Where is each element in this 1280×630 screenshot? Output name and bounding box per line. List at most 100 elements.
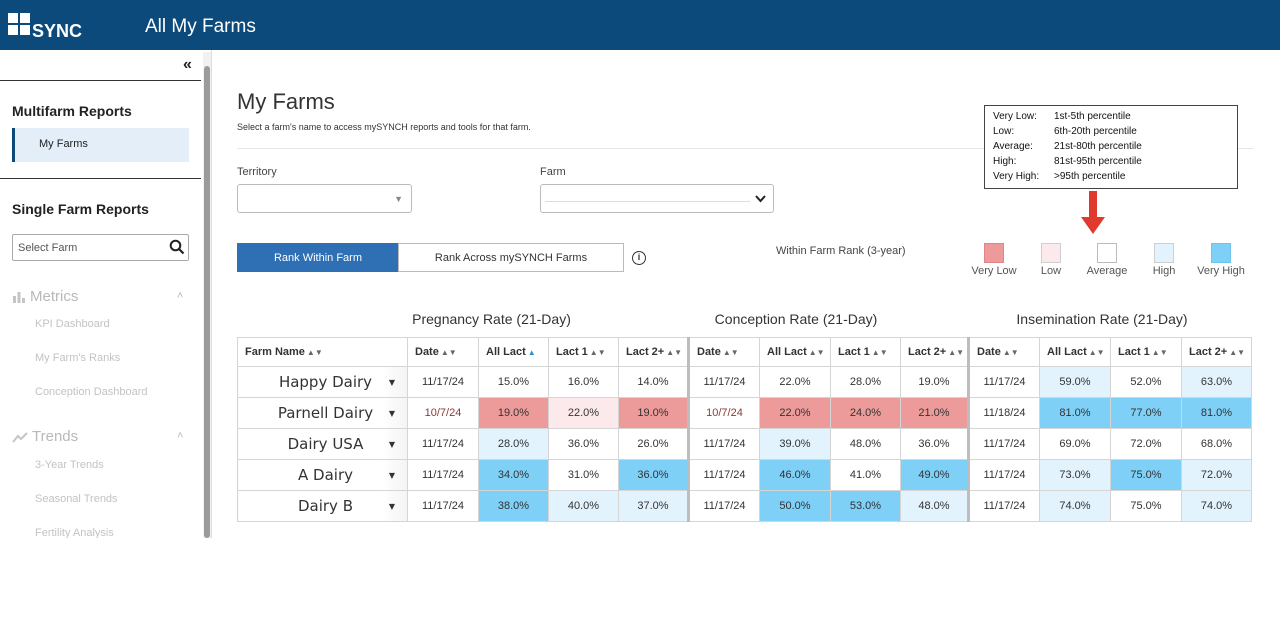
sidebar-item-farm-ranks[interactable]: My Farm's Ranks — [35, 352, 121, 364]
column-header-date[interactable]: Date ▲▼ — [967, 337, 1040, 367]
sidebar-item-3-year-trends[interactable]: 3-Year Trends — [35, 459, 104, 471]
table-cell: 36.0% — [548, 428, 619, 460]
bar-chart-icon — [13, 292, 25, 304]
table-cell: 11/17/24 — [407, 366, 479, 398]
rank-across-farms-button[interactable]: Rank Across mySYNCH Farms — [398, 243, 624, 272]
table-cell: 48.0% — [900, 490, 969, 522]
select-farm-input[interactable]: Select Farm — [12, 234, 189, 261]
sidebar-item-my-farms[interactable]: My Farms — [12, 128, 189, 162]
column-header-date[interactable]: Date ▲▼ — [687, 337, 760, 367]
sidebar-item-label: My Farms — [39, 138, 88, 150]
table-cell: 40.0% — [548, 490, 619, 522]
table-cell: 48.0% — [830, 428, 901, 460]
farm-name-cell[interactable]: Happy Dairy ▼ — [237, 366, 408, 398]
column-header-all-lact[interactable]: All Lact ▲▼ — [759, 337, 831, 367]
territory-dropdown[interactable]: ▼ — [237, 184, 412, 213]
column-header-lact-1[interactable]: Lact 1 ▲▼ — [1110, 337, 1182, 367]
caret-down-icon: ▼ — [394, 194, 403, 204]
table-row: A Dairy ▼ 11/17/24 34.0% 31.0% 36.0% 11/1… — [237, 459, 1252, 491]
column-header-lact-2plus[interactable]: Lact 2+ ▲▼ — [1181, 337, 1252, 367]
rank-within-farm-button[interactable]: Rank Within Farm — [237, 243, 399, 272]
table-cell: 81.0% — [1181, 397, 1252, 429]
table-cell: 81.0% — [1039, 397, 1111, 429]
table-cell: 15.0% — [478, 366, 549, 398]
table-cell: 22.0% — [759, 366, 831, 398]
farm-name: Dairy B — [297, 497, 353, 515]
legend-swatch-high — [1154, 243, 1174, 263]
table-cell: 11/17/24 — [687, 490, 760, 522]
table-cell: 11/17/24 — [407, 490, 479, 522]
column-label: Lact 1 — [556, 346, 588, 358]
chevron-down-icon — [755, 195, 766, 203]
table-cell: 73.0% — [1039, 459, 1111, 491]
page-title: My Farms — [237, 89, 335, 114]
table-cell: 14.0% — [618, 366, 689, 398]
table-cell: 34.0% — [478, 459, 549, 491]
caret-down-icon[interactable]: ▼ — [388, 409, 395, 418]
divider — [0, 178, 201, 179]
tooltip-value: >95th percentile — [1054, 171, 1126, 182]
column-header-farm-name[interactable]: Farm Name ▲▼ — [237, 337, 408, 367]
farm-name: Happy Dairy — [278, 373, 373, 391]
sort-ascending-icon: ▲ — [527, 348, 536, 357]
divider — [0, 80, 201, 81]
table-cell: 24.0% — [830, 397, 901, 429]
farm-name-cell[interactable]: Parnell Dairy ▼ — [237, 397, 408, 429]
column-header-date[interactable]: Date ▲▼ — [407, 337, 479, 367]
sort-icon: ▲▼ — [1002, 348, 1019, 357]
table-cell: 19.0% — [478, 397, 549, 429]
farm-name-cell[interactable]: Dairy B ▼ — [237, 490, 408, 522]
table-cell: 10/7/24 — [687, 397, 760, 429]
column-label: Lact 2+ — [626, 346, 665, 358]
sort-icon: ▲▼ — [440, 348, 457, 357]
sidebar-section-metrics[interactable]: Metrics — [12, 288, 78, 305]
table-cell: 11/17/24 — [687, 366, 760, 398]
caret-down-icon[interactable]: ▼ — [388, 440, 395, 449]
column-header-lact-2plus[interactable]: Lact 2+ ▲▼ — [900, 337, 969, 367]
caret-down-icon[interactable]: ▼ — [388, 502, 395, 511]
table-cell: 28.0% — [830, 366, 901, 398]
farm-dropdown[interactable] — [540, 184, 774, 213]
table-header-row: Farm Name ▲▼ Date ▲▼ All Lact ▲ Lact 1 ▲▼ La… — [237, 337, 1252, 367]
chevron-up-icon[interactable]: ˄ — [177, 430, 184, 442]
table-cell: 53.0% — [830, 490, 901, 522]
tooltip-value: 21st-80th percentile — [1054, 141, 1142, 152]
table-cell: 49.0% — [900, 459, 969, 491]
sidebar-item-conception-dashboard[interactable]: Conception Dashboard — [35, 386, 148, 398]
sort-icon: ▲▼ — [808, 348, 825, 357]
svg-text:SYNCH: SYNCH — [32, 21, 82, 41]
column-label: Date — [977, 346, 1001, 358]
sidebar-item-kpi-dashboard[interactable]: KPI Dashboard — [35, 318, 110, 330]
sidebar-scroll-thumb[interactable] — [204, 66, 210, 538]
caret-down-icon[interactable]: ▼ — [388, 471, 395, 480]
farms-table: Farm Name ▲▼ Date ▲▼ All Lact ▲ Lact 1 ▲▼ La… — [237, 337, 1252, 522]
column-label: Lact 2+ — [908, 346, 947, 358]
search-icon[interactable] — [169, 239, 185, 255]
table-row: Parnell Dairy ▼ 10/7/24 19.0% 22.0% 19.0%… — [237, 397, 1252, 429]
table-cell: 28.0% — [478, 428, 549, 460]
tooltip-value: 81st-95th percentile — [1054, 156, 1142, 167]
column-header-lact-2plus[interactable]: Lact 2+ ▲▼ — [618, 337, 689, 367]
sort-icon: ▲▼ — [722, 348, 739, 357]
chevron-up-icon[interactable]: ˄ — [177, 290, 184, 302]
farm-label: Farm — [540, 166, 566, 178]
table-cell: 74.0% — [1181, 490, 1252, 522]
table-cell: 19.0% — [900, 366, 969, 398]
column-header-lact-1[interactable]: Lact 1 ▲▼ — [830, 337, 901, 367]
farm-name-cell[interactable]: Dairy USA ▼ — [237, 428, 408, 460]
mysynch-logo[interactable]: SYNCH — [8, 11, 82, 43]
sidebar-item-seasonal-trends[interactable]: Seasonal Trends — [35, 493, 118, 505]
sidebar-section-trends[interactable]: Trends — [12, 428, 78, 445]
column-header-lact-1[interactable]: Lact 1 ▲▼ — [548, 337, 619, 367]
column-label: All Lact — [767, 346, 807, 358]
info-icon[interactable]: i — [632, 251, 646, 265]
section-label: Metrics — [30, 288, 79, 305]
farm-name-cell[interactable]: A Dairy ▼ — [237, 459, 408, 491]
column-header-all-lact[interactable]: All Lact ▲ — [478, 337, 549, 367]
sidebar-item-fertility-analysis[interactable]: Fertility Analysis — [35, 527, 114, 539]
caret-down-icon[interactable]: ▼ — [388, 378, 395, 387]
table-cell: 72.0% — [1110, 428, 1182, 460]
column-header-all-lact[interactable]: All Lact ▲▼ — [1039, 337, 1111, 367]
collapse-sidebar-icon[interactable]: « — [183, 56, 192, 73]
sort-icon: ▲▼ — [948, 348, 965, 357]
